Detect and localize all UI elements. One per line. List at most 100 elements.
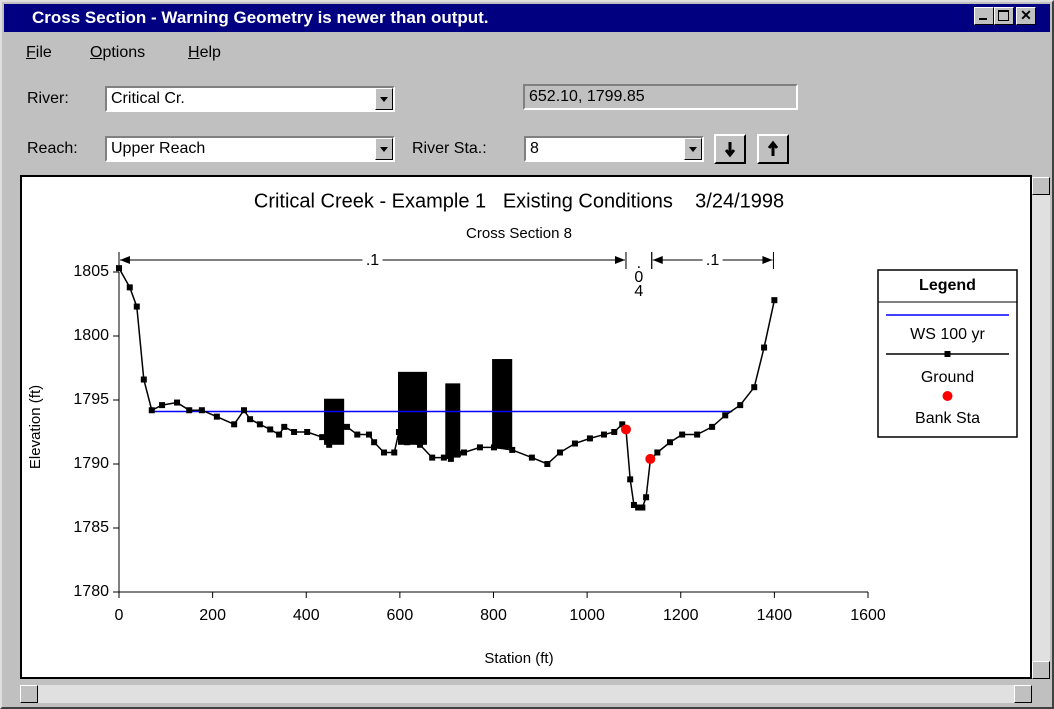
x-tick-label: 1400 [757,607,793,624]
ground-point [304,429,311,435]
y-tick-label: 1800 [73,327,109,344]
ground-point [326,441,333,448]
label-bg [362,251,383,269]
ground-point [391,449,398,456]
down-button[interactable] [714,134,746,164]
horizontal-scrollbar[interactable] [20,685,1032,703]
maximize-button[interactable] [994,7,1014,25]
scroll-right[interactable] [1014,685,1032,703]
ground-point [694,431,701,438]
scroll-up[interactable] [1032,177,1050,195]
minimize-button[interactable] [974,7,994,25]
dropdown-button[interactable] [684,138,702,160]
bank-station [645,453,656,464]
reach-combo[interactable]: Upper Reach [105,136,395,162]
ground-point [417,441,424,448]
chart: Critical Creek - Example 1 Existing Cond… [27,190,1018,667]
river-value: Critical Cr. [111,90,185,107]
ground-point [380,449,387,456]
ground-point [354,431,361,438]
coords-value: 652.10, 1799.85 [529,88,645,105]
label-bg [702,251,723,269]
x-tick-label: 1000 [569,607,605,624]
menu-file[interactable]: File [26,44,52,61]
title-bar: Cross Section - Warning Geometry is newe… [4,4,1050,32]
ground-point [722,412,729,419]
ground-point [509,446,516,453]
ground-point [276,431,283,438]
x-tick-label: 1600 [850,607,886,624]
ground-point [198,407,205,414]
legend-swatch [942,391,953,401]
menu-options[interactable]: Options [90,44,146,61]
ground-point [600,431,607,438]
dropdown-button[interactable] [375,88,393,110]
bank-station [620,424,631,435]
down-icon [724,142,736,158]
manning-label: .1 [706,252,719,269]
coords-field: 652.10, 1799.85 [523,84,798,110]
ground-point [751,384,758,391]
reach-label: Reach: [27,140,78,157]
manning-label: .1 [366,252,379,269]
ground-point [679,431,686,438]
ground-point [395,429,402,435]
station-combo[interactable]: 8 [524,136,704,162]
ground-point [174,399,181,406]
ground-point [476,444,483,451]
ground-point [627,476,634,483]
up-icon [767,140,779,156]
ground-point [403,439,410,446]
y-tick-label: 1795 [73,391,109,408]
close-button[interactable]: ✕ [1016,7,1036,25]
ground-line [118,267,776,509]
menu-help[interactable]: Help [188,44,221,61]
x-tick-label: 200 [199,607,226,624]
window-title: Cross Section - Warning Geometry is newe… [32,8,489,27]
up-button[interactable] [757,134,789,164]
ground-point [666,439,673,446]
chart-title: Critical Creek - Example 1 Existing Cond… [254,190,784,212]
ground-point [447,455,454,462]
ground-point [654,449,661,456]
ground-point [643,494,650,501]
obstruction [324,398,345,445]
river-combo[interactable]: Critical Cr. [105,86,395,112]
station-label: River Sta.: [412,140,487,157]
ground-point [281,423,288,430]
ground-point [454,450,461,457]
ground-point [639,504,646,511]
legend-title: Legend [919,277,976,294]
ground-point [440,454,447,461]
ground-point [267,426,274,433]
ground-point [737,402,744,409]
legend-swatch [944,351,951,357]
ground-point [709,423,716,430]
vertical-scrollbar[interactable] [1032,177,1050,679]
ground-point [556,449,563,456]
scroll-left[interactable] [20,685,38,703]
ground-point [159,402,166,409]
ground-point [126,284,133,291]
y-tick-label: 1805 [73,263,109,280]
chart-subtitle: Cross Section 8 [466,225,572,242]
ground-point [256,421,263,428]
ground-point [240,407,247,414]
ground-point [761,344,768,351]
scroll-down[interactable] [1032,661,1050,679]
ground-point [586,435,593,442]
ground-point [140,376,147,383]
dropdown-button[interactable] [375,138,393,160]
ground-point [544,461,551,467]
ground-point [429,454,436,461]
ground-point [291,429,298,435]
ground-point [571,440,578,447]
obstruction [492,359,513,449]
x-tick-label: 0 [115,607,124,624]
reach-value: Upper Reach [111,140,206,157]
manning-label: .04 [630,255,647,297]
legend-label: Bank Sta [915,410,980,427]
ground-point [371,439,378,446]
ground-point [771,297,778,304]
